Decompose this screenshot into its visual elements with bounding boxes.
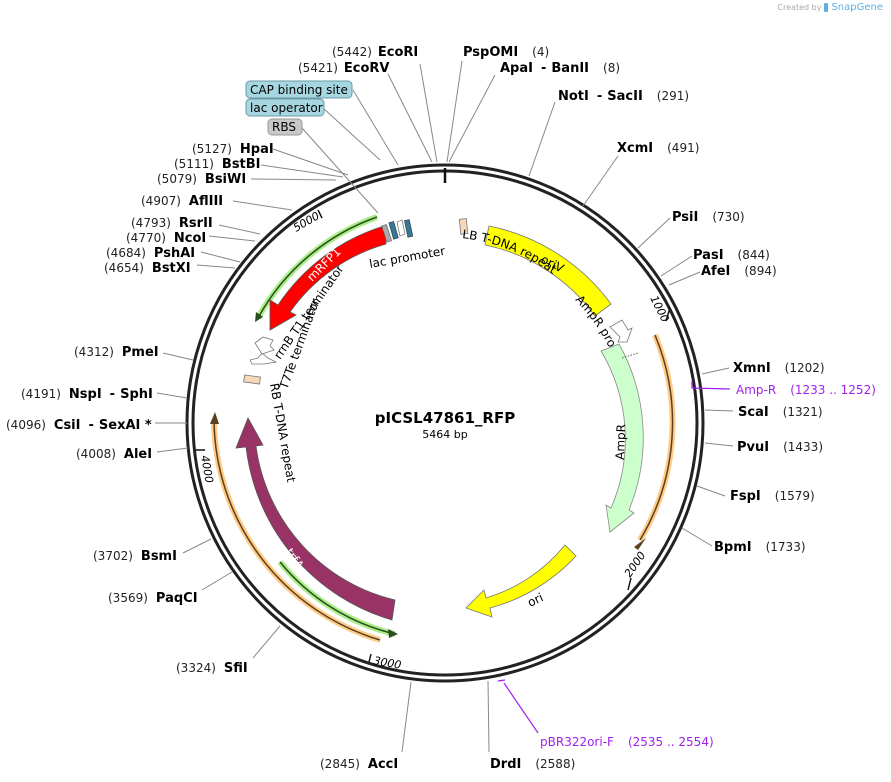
tick-4000: 4000 [198, 454, 216, 484]
site-PasI[interactable]: PasI (844) [693, 248, 770, 263]
site-PmeI[interactable]: (4312) PmeI [74, 345, 159, 360]
site-leaders [155, 60, 734, 753]
tick-3000: 3000 [372, 654, 402, 672]
site-NotI-SacII[interactable]: NotI - SacII (291) [558, 89, 689, 104]
feature-lac-promoter[interactable] [396, 219, 406, 237]
site-CsiI-SexAI[interactable]: (4096) CsiI - SexAI * [6, 418, 152, 433]
site-EcoRV[interactable]: (5421) EcoRV [298, 61, 390, 76]
feature-rbs[interactable] [381, 224, 393, 243]
site-BstXI[interactable]: (4654) BstXI [104, 261, 191, 276]
credit-prefix: Created by [777, 3, 822, 12]
primer-markers [497, 381, 731, 734]
site-BpmI[interactable]: BpmI (1733) [714, 540, 806, 555]
site-ApaI-BanII[interactable]: ApaI - BanII (8) [500, 61, 620, 76]
AmpR-label: AmpR [613, 424, 628, 460]
site-EcoRI[interactable]: (5442) EcoRI [332, 45, 418, 60]
site-PvuI[interactable]: PvuI (1433) [737, 440, 823, 455]
site-BstBI[interactable]: (5111) BstBI [174, 157, 261, 172]
site-BsiWI[interactable]: (5079) BsiWI [157, 172, 246, 187]
site-DrdI[interactable]: DrdI (2588) [490, 757, 575, 772]
snapgene-credit: Created by SnapGene [777, 2, 883, 13]
feature-cap-binding[interactable] [388, 221, 399, 240]
feature-lac-operator[interactable] [404, 219, 414, 238]
site-PsiI[interactable]: PsiI (730) [672, 210, 745, 225]
site-SfiI[interactable]: (3324) SfiI [176, 661, 248, 676]
feature-lb-tdna[interactable] [458, 218, 469, 235]
site-NcoI[interactable]: (4770) NcoI [126, 231, 206, 246]
site-ScaI[interactable]: ScaI (1321) [738, 405, 823, 420]
orf-arcs [210, 214, 676, 643]
site-AflIII[interactable]: (4907) AflIII [141, 194, 223, 209]
boxed-feature-labels: CAP binding site lac operator RBS [245, 80, 353, 136]
credit-brand: SnapGene [831, 2, 883, 13]
site-XmnI[interactable]: XmnI (1202) [733, 361, 825, 376]
site-PshAI[interactable]: (4684) PshAI [106, 246, 195, 261]
feature-rrnb[interactable] [254, 336, 275, 355]
plasmid-length: 5464 bp [422, 428, 467, 441]
features: oriV LB T-DNA repeat AmpR promoter AmpR … [235, 218, 644, 621]
site-AccI[interactable]: (2845) AccI [320, 757, 398, 772]
feature-rb-tdna[interactable] [243, 374, 261, 385]
site-FspI[interactable]: FspI (1579) [730, 489, 815, 504]
tick-1000: 1000 [647, 293, 671, 324]
plasmid-name: pICSL47861_RFP [375, 409, 515, 427]
rbs-label: RBS [272, 120, 296, 134]
feature-oriV[interactable] [484, 225, 612, 317]
site-labels: (5442) EcoRI (5421) EcoRV PspOMI (4) ApaI - B… [6, 45, 876, 772]
site-RsrII[interactable]: (4793) RsrII [131, 216, 213, 231]
site-XcmI[interactable]: XcmI (491) [617, 141, 699, 156]
primer-pBR322ori-F[interactable]: pBR322ori-F (2535 .. 2554) [540, 735, 714, 749]
rb-tdna-label: RB T-DNA repeat [267, 382, 298, 483]
site-PaqCI[interactable]: (3569) PaqCI [108, 591, 198, 606]
site-HpaI[interactable]: (5127) HpaI [192, 142, 274, 157]
site-AleI[interactable]: (4008) AleI [76, 447, 152, 462]
site-BsmI[interactable]: (3702) BsmI [93, 549, 177, 564]
site-PspOMI[interactable]: PspOMI (4) [463, 45, 549, 60]
site-AfeI[interactable]: AfeI (894) [701, 264, 777, 279]
feature-AmpR[interactable] [600, 343, 644, 533]
lac-operator-box[interactable] [245, 98, 325, 117]
primer-Amp-R[interactable]: Amp-R (1233 .. 1252) [736, 383, 876, 397]
feature-ori[interactable] [465, 544, 577, 618]
cap-binding-box[interactable] [245, 80, 353, 99]
feature-trfA[interactable] [235, 417, 396, 621]
lac-promoter-label: lac promoter [368, 244, 446, 271]
feature-t7te[interactable] [249, 352, 278, 365]
snapgene-logo-icon [824, 3, 829, 12]
cap-binding-label: CAP binding site [250, 83, 348, 97]
lac-operator-label: lac operator [250, 101, 323, 115]
site-NspI-SphI[interactable]: (4191) NspI - SphI [21, 387, 153, 402]
feature-mRFP1[interactable] [269, 225, 387, 331]
ori-label: ori [525, 590, 545, 609]
feature-ampr-promoter[interactable] [609, 319, 633, 343]
rbs-box[interactable] [267, 118, 303, 136]
